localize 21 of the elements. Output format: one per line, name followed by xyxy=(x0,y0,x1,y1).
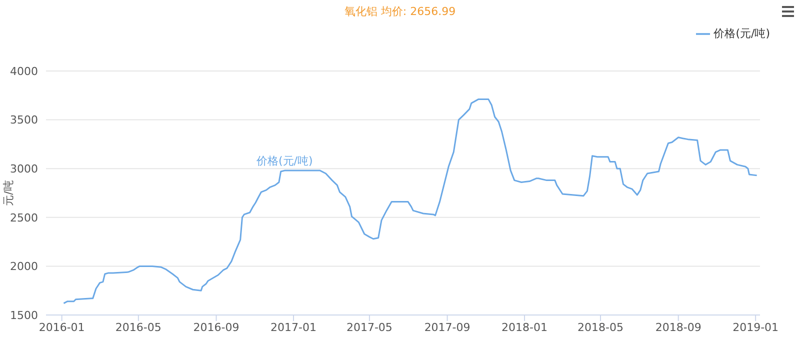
line-series xyxy=(62,98,758,304)
chart-title: 氧化铝 均价: 2656.99 xyxy=(343,4,457,19)
x-tick-label: 2017-09 xyxy=(424,320,470,334)
y-axis-title: 元/吨 xyxy=(2,180,15,206)
x-tick-label: 2018-01 xyxy=(502,320,548,334)
x-tick-label: 2019-01 xyxy=(732,320,779,334)
y-tick-label: 2000 xyxy=(10,260,38,274)
legend-label: 价格(元/吨) xyxy=(714,27,770,40)
x-tick-label: 2018-05 xyxy=(578,320,624,334)
x-tick-label: 2016-05 xyxy=(115,320,162,334)
y-tick-label: 4000 xyxy=(10,64,38,78)
x-tick-label: 2016-09 xyxy=(193,320,240,334)
y-tick-label: 3000 xyxy=(10,162,38,176)
x-tick-label: 2017-05 xyxy=(346,320,392,334)
y-tick-label: 3500 xyxy=(10,114,38,127)
x-tick-label: 2018-09 xyxy=(655,320,702,334)
y-tick-label: 2500 xyxy=(10,211,38,224)
y-tick-label: 1500 xyxy=(10,308,38,322)
annotation: 价格(元/吨) xyxy=(255,154,313,168)
x-tick-label: 2017-01 xyxy=(270,320,316,334)
x-tick-label: 2016-01 xyxy=(38,320,85,334)
